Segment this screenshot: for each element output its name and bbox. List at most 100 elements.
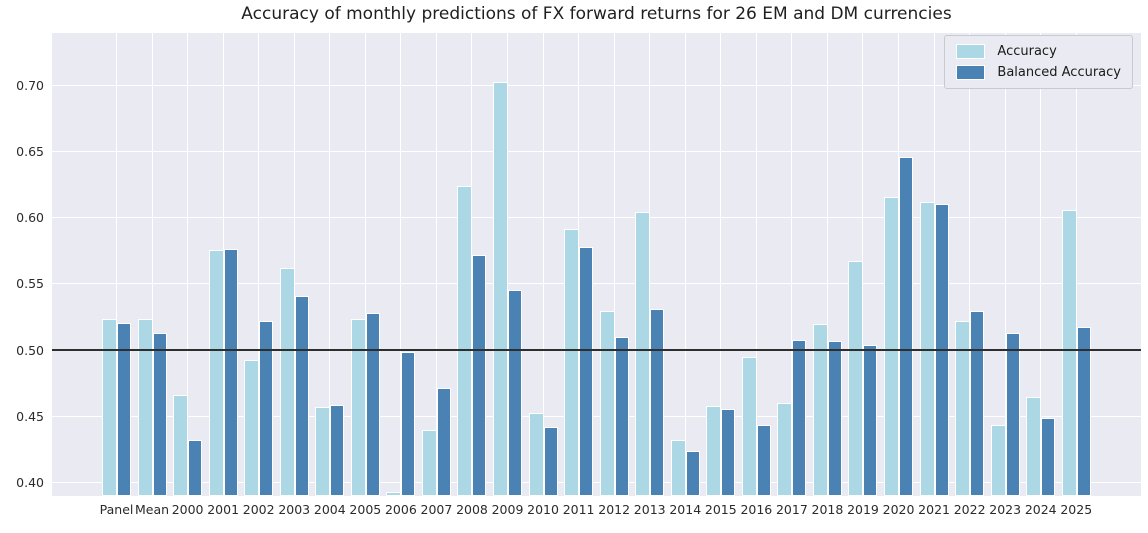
y-tick-label-0.55: 0.55 bbox=[16, 276, 44, 292]
x-tick-2024: 2024 bbox=[1025, 502, 1057, 518]
bar-accuracy-2007 bbox=[421, 429, 437, 496]
bar-accuracy-2018 bbox=[812, 324, 828, 496]
gridline-y-0.55 bbox=[52, 283, 1141, 285]
bar-balanced-accuracy-2009 bbox=[508, 289, 523, 496]
bar-accuracy-2014 bbox=[670, 440, 686, 496]
x-tick-2007: 2007 bbox=[421, 502, 453, 518]
x-tick-label-2018: 2018 bbox=[811, 502, 844, 517]
x-tick-2003: 2003 bbox=[278, 502, 310, 518]
gridline-y-0.65 bbox=[52, 150, 1141, 153]
x-tick-label-mean: Mean bbox=[135, 502, 170, 517]
gridline-x-2022 bbox=[969, 33, 971, 496]
gridline-x-2016 bbox=[755, 33, 757, 496]
bar-balanced-accuracy-2012 bbox=[614, 337, 629, 496]
bar-group-2019 bbox=[848, 33, 878, 496]
x-tick-2009: 2009 bbox=[492, 502, 524, 518]
x-tick-label-2008: 2008 bbox=[456, 502, 488, 517]
gridline-x-2014 bbox=[684, 33, 686, 496]
bar-group-2012 bbox=[599, 33, 629, 496]
gridline-x-2010 bbox=[542, 33, 544, 496]
bar-accuracy-2017 bbox=[777, 403, 793, 496]
bar-balanced-accuracy-2017 bbox=[792, 339, 807, 496]
bar-group-2015 bbox=[706, 33, 736, 496]
gridline-x-2006 bbox=[400, 33, 402, 496]
x-axis: Panel Mean 2000 2001 2002 2003 2004 2005 2006 200… bbox=[52, 502, 1141, 520]
bar-accuracy-2010 bbox=[528, 412, 544, 496]
gridline-y-0.70 bbox=[52, 84, 1141, 86]
x-tick-label-2012: 2012 bbox=[598, 502, 631, 517]
x-tick-label-2016: 2016 bbox=[740, 502, 773, 517]
bar-accuracy-2020 bbox=[884, 197, 900, 496]
chart-title: Accuracy of monthly predictions of FX fo… bbox=[241, 4, 952, 24]
x-tick-2008: 2008 bbox=[456, 502, 488, 518]
bar-group-2001 bbox=[208, 33, 238, 496]
bar-balanced-accuracy-2004 bbox=[330, 404, 345, 496]
bar-group-panel bbox=[102, 33, 131, 496]
bar-group-2013 bbox=[635, 33, 665, 496]
gridline-x-2002 bbox=[258, 33, 260, 496]
bar-accuracy-2001 bbox=[208, 249, 224, 496]
bar-balanced-accuracy-2014 bbox=[685, 451, 700, 496]
bar-group-2014 bbox=[670, 33, 700, 496]
x-tick-2011: 2011 bbox=[563, 502, 595, 518]
bar-group-2006 bbox=[386, 33, 416, 496]
x-tick-label-2000: 2000 bbox=[171, 502, 204, 517]
gridline-x-mean bbox=[151, 33, 153, 496]
bar-group-2020 bbox=[884, 33, 914, 496]
x-tick-2000: 2000 bbox=[171, 502, 204, 518]
bar-accuracy-2008 bbox=[457, 186, 473, 496]
bar-balanced-accuracy-2008 bbox=[472, 255, 487, 496]
x-tick-mean: Mean bbox=[135, 502, 170, 518]
x-tick-label-2019: 2019 bbox=[847, 502, 879, 517]
x-tick-2004: 2004 bbox=[314, 502, 346, 518]
bar-group-2005 bbox=[350, 33, 380, 496]
bar-accuracy-2000 bbox=[173, 395, 189, 496]
x-tick-label-2010: 2010 bbox=[527, 502, 559, 517]
bar-balanced-accuracy-2011 bbox=[579, 247, 594, 496]
gridline-x-2007 bbox=[435, 33, 437, 496]
x-tick-label-2015: 2015 bbox=[704, 502, 737, 517]
bar-accuracy-mean bbox=[137, 318, 153, 496]
legend-item-balanced-accuracy: Balanced Accuracy bbox=[956, 65, 1121, 80]
bar-accuracy-2006 bbox=[386, 492, 402, 496]
x-tick-2017: 2017 bbox=[776, 502, 808, 518]
x-tick-2018: 2018 bbox=[811, 502, 844, 518]
bar-accuracy-2022 bbox=[955, 321, 971, 496]
legend-item-accuracy: Accuracy bbox=[956, 44, 1121, 59]
x-tick-label-2001: 2001 bbox=[207, 502, 240, 517]
bar-group-2010 bbox=[528, 33, 558, 496]
bar-accuracy-2019 bbox=[848, 260, 864, 496]
bar-balanced-accuracy-2003 bbox=[294, 296, 309, 496]
bar-accuracy-2011 bbox=[564, 228, 580, 496]
bar-group-2007 bbox=[421, 33, 451, 496]
x-tick-label-2006: 2006 bbox=[384, 502, 417, 517]
x-tick-2015: 2015 bbox=[704, 502, 737, 518]
bar-group-2016 bbox=[741, 33, 771, 496]
x-tick-label-2005: 2005 bbox=[349, 502, 382, 517]
bar-accuracy-2013 bbox=[635, 211, 651, 496]
bar-balanced-accuracy-2007 bbox=[436, 387, 451, 496]
y-tick-label-0.50: 0.50 bbox=[16, 342, 44, 358]
bars-row bbox=[52, 33, 1141, 496]
x-tick-2021: 2021 bbox=[918, 502, 950, 518]
bar-accuracy-2016 bbox=[741, 357, 757, 496]
x-tick-2001: 2001 bbox=[207, 502, 240, 518]
x-tick-2010: 2010 bbox=[527, 502, 559, 518]
bar-balanced-accuracy-2006 bbox=[401, 351, 416, 496]
gridline-x-2004 bbox=[329, 33, 331, 496]
bar-accuracy-2012 bbox=[599, 310, 615, 496]
bar-group-2008 bbox=[457, 33, 487, 496]
gridline-y-0.60 bbox=[52, 217, 1141, 219]
bar-balanced-accuracy-2001 bbox=[223, 248, 238, 496]
gridline-x-2003 bbox=[293, 33, 295, 496]
plot-area: Accuracy Balanced Accuracy bbox=[52, 33, 1141, 496]
gridline-x-2024 bbox=[1040, 33, 1042, 496]
x-tick-2012: 2012 bbox=[598, 502, 631, 518]
x-tick-2013: 2013 bbox=[634, 502, 666, 518]
bar-balanced-accuracy-2005 bbox=[365, 313, 380, 496]
legend-swatch-icon bbox=[956, 44, 986, 59]
bar-accuracy-2009 bbox=[493, 81, 509, 496]
bar-group-2025 bbox=[1061, 33, 1091, 496]
gridline-x-2023 bbox=[1004, 33, 1006, 496]
